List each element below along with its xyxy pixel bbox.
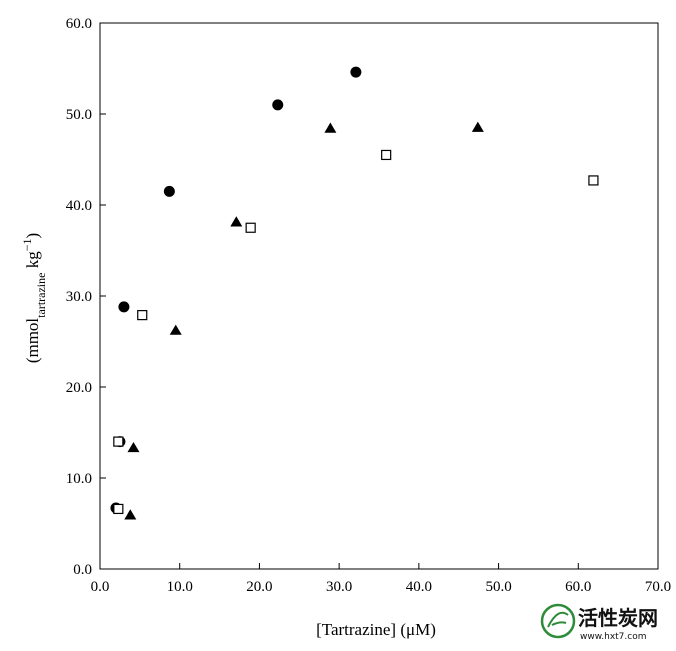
watermark-logo: 活性炭网 www.hxt7.com [540, 603, 658, 642]
data-point-circle [350, 66, 362, 78]
y-axis-label-superscript: −1 [20, 238, 34, 251]
y-axis-label-subscript: tartrazine [34, 273, 48, 318]
data-points [110, 66, 599, 520]
x-tick-label: 10.0 [167, 579, 193, 595]
x-tick-label: 40.0 [406, 579, 432, 595]
tick-group: 0.0 10.0 20.0 30.0 40.0 50.0 60.0 70.0 0.0 10.0 20… [66, 16, 671, 595]
x-tick-label: 70.0 [645, 579, 671, 595]
x-tick-label: 20.0 [246, 579, 272, 595]
data-point-triangle [127, 441, 140, 453]
data-point-square [113, 503, 124, 515]
data-point-circle [118, 301, 130, 313]
data-point-square [588, 175, 599, 186]
data-point-triangle [124, 509, 137, 520]
x-tick-label: 0.0 [91, 579, 110, 595]
watermark-url: www.hxt7.com [580, 632, 647, 642]
data-point-square [381, 149, 392, 161]
axes-frame [99, 22, 659, 570]
data-point-triangle [230, 216, 243, 227]
x-tick-label: 50.0 [485, 579, 511, 595]
x-tick-label: 30.0 [326, 579, 352, 595]
data-point-circle [272, 99, 284, 111]
data-point-triangle [471, 121, 484, 132]
y-tick-label: 10.0 [66, 471, 92, 487]
y-tick-label: 60.0 [66, 16, 92, 32]
watermark-title: 活性炭网 [578, 606, 658, 630]
y-axis-label-close: ) [23, 233, 42, 239]
y-axis-label-unit: kg [23, 251, 42, 273]
data-point-square [113, 436, 124, 447]
watermark-leaf-icon [540, 603, 576, 639]
y-tick-label: 40.0 [66, 198, 92, 214]
x-tick-label: 60.0 [565, 579, 591, 595]
y-tick-label: 20.0 [66, 380, 92, 396]
data-point-square [245, 222, 256, 233]
watermark-leaf-vein [547, 611, 569, 628]
y-tick-label: 30.0 [66, 289, 92, 305]
y-tick-label: 0.0 [73, 562, 92, 578]
plot-frame [99, 22, 659, 570]
y-axis-label: (mmoltartrazine kg−1) [20, 233, 48, 363]
data-point-triangle [324, 122, 337, 133]
data-point-square [137, 310, 148, 321]
y-tick-label: 50.0 [66, 107, 92, 123]
y-axis-label-main: (mmol [23, 318, 42, 364]
data-point-circle [163, 185, 175, 197]
data-point-triangle [169, 324, 182, 335]
x-axis-label: [Tartrazine] (μM) [316, 620, 436, 639]
